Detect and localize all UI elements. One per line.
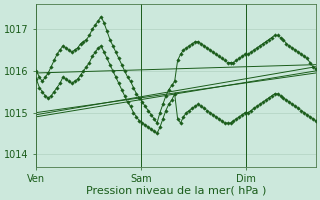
X-axis label: Pression niveau de la mer( hPa ): Pression niveau de la mer( hPa ): [86, 186, 266, 196]
